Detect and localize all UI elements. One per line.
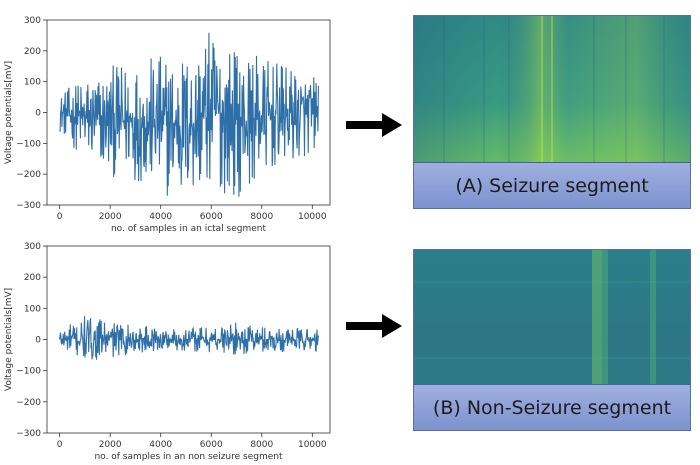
y-tick-label: 300: [24, 242, 41, 252]
y-tick-label: 200: [24, 273, 41, 283]
signal-trace: [59, 32, 319, 197]
y-tick-label: 100: [24, 304, 41, 314]
seizure-spectrogram: (A) Seizure segment: [413, 15, 691, 209]
y-tick-label: −200: [16, 398, 41, 408]
x-tick-label: 8000: [250, 440, 273, 450]
y-tick-label: −300: [16, 429, 41, 439]
y-tick-label: 200: [24, 47, 41, 57]
non-seizure-spectrogram: (B) Non-Seizure segment: [413, 249, 691, 431]
non-seizure-signal-chart: 0 2000 4000 6000 8000 10000 −300 −200 −100 0 100 20…: [0, 236, 340, 465]
ictal-signal-svg: 0 2000 4000 6000 8000 10000 −300 −200 −100 0 100 20…: [4, 16, 331, 234]
x-tick-label: 8000: [250, 212, 273, 222]
x-tick-label: 10000: [298, 440, 327, 450]
x-tick-label: 0: [57, 212, 63, 222]
seizure-segment-caption: (A) Seizure segment: [414, 162, 690, 208]
x-tick-label: 2000: [99, 440, 122, 450]
y-tick-label: −300: [16, 201, 41, 211]
x-tick-label: 6000: [200, 212, 223, 222]
x-tick-label: 2000: [99, 212, 122, 222]
y-tick-label: 300: [24, 16, 41, 26]
non-seizure-signal-svg: 0 2000 4000 6000 8000 10000 −300 −200 −100 0 100 20…: [4, 242, 331, 462]
y-tick-label: 100: [24, 78, 41, 88]
x-tick-label: 6000: [200, 440, 223, 450]
y-tick-label: −100: [16, 139, 41, 149]
x-tick-label: 10000: [298, 212, 327, 222]
signal-trace: [59, 316, 319, 360]
ictal-signal-chart: 0 2000 4000 6000 8000 10000 −300 −200 −100 0 100 20…: [0, 0, 340, 240]
y-tick-label: −200: [16, 170, 41, 180]
arrow-right-icon: [346, 113, 402, 137]
y-tick-label: −100: [16, 367, 41, 377]
non-seizure-segment-caption: (B) Non-Seizure segment: [414, 384, 690, 430]
y-axis-title: Voltage potentials[mV]: [4, 288, 14, 391]
x-tick-label: 4000: [149, 440, 172, 450]
arrow-right-icon: [346, 314, 402, 338]
x-axis-title: no. of samples in an ictal segment: [111, 224, 267, 234]
x-tick-label: 4000: [149, 212, 172, 222]
y-axis-title: Voltage potentials[mV]: [4, 61, 14, 164]
y-tick-label: 0: [35, 336, 41, 346]
x-axis-title: no. of samples in an non seizure segment: [94, 452, 283, 462]
x-tick-label: 0: [57, 440, 63, 450]
y-tick-label: 0: [35, 109, 41, 119]
